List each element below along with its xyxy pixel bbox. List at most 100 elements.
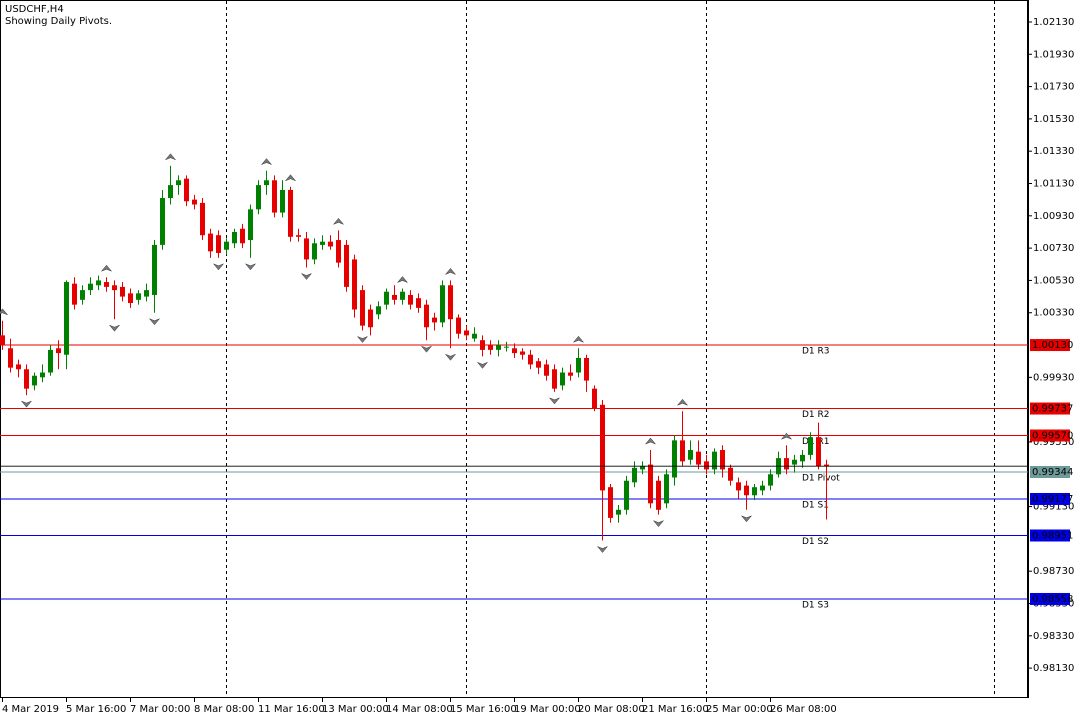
fractal-up	[285, 174, 296, 181]
pivot-name: D1 R3	[802, 347, 830, 357]
fractal-up	[573, 335, 584, 343]
candle-body	[336, 240, 341, 263]
pivot-name: D1 R2	[802, 410, 830, 420]
candle-body	[664, 474, 669, 504]
candle-body	[256, 185, 261, 210]
candle-body	[88, 283, 93, 291]
x-tick-label: 25 Mar 00:00	[706, 704, 773, 715]
pivot-name: D1 R1	[802, 437, 830, 447]
pivot-price-tag	[1030, 492, 1070, 505]
candle-body	[600, 404, 605, 491]
candle-body	[592, 388, 597, 409]
candle-body	[560, 372, 565, 386]
candle-body	[96, 280, 101, 286]
candle-body	[232, 231, 237, 244]
x-tick-label: 4 Mar 2019	[2, 704, 59, 715]
candle-body	[384, 291, 389, 305]
candle-body	[504, 346, 509, 348]
candle-body	[344, 244, 349, 287]
fractal-up	[101, 264, 112, 272]
candle-body	[696, 451, 701, 465]
candle-body	[792, 459, 797, 465]
candle-body	[240, 228, 245, 244]
pivot-name: D1 Pivot	[802, 474, 840, 484]
candle-body	[760, 485, 765, 491]
candle-body	[184, 178, 189, 202]
candle-body	[472, 333, 477, 339]
x-tick-label: 19 Mar 00:00	[514, 704, 581, 715]
candle-body	[680, 440, 685, 462]
candle-body	[392, 294, 397, 300]
fractal-down	[597, 546, 608, 553]
pivot-price-label: 1.00130	[1032, 340, 1073, 351]
candle-body	[672, 440, 677, 478]
candle-body	[80, 290, 85, 300]
candle-body	[808, 437, 813, 455]
candle-body	[728, 467, 733, 481]
candle-body	[8, 348, 13, 368]
fractal-down	[301, 273, 312, 280]
candle-body	[536, 361, 541, 368]
x-tick-label: 11 Mar 16:00	[258, 704, 325, 715]
chart-title: USDCHF,H4	[5, 4, 64, 15]
candle-body	[312, 243, 317, 260]
candle-body	[432, 317, 437, 323]
fractal-down	[149, 318, 160, 326]
y-tick-label: 1.00730	[1033, 243, 1074, 254]
fractal-down	[245, 263, 256, 271]
y-tick-label: 1.00330	[1033, 308, 1074, 319]
pivot-price-tag	[1030, 466, 1070, 479]
candle-body	[24, 369, 29, 389]
y-tick-label: 1.01130	[1033, 179, 1074, 190]
fractal-up	[333, 217, 344, 225]
candle-body	[440, 285, 445, 323]
candle-body	[368, 309, 373, 328]
candle-body	[656, 480, 661, 510]
fractal-down	[21, 400, 32, 408]
candle-body	[200, 202, 205, 236]
candle-body	[352, 259, 357, 310]
candle-body	[752, 487, 757, 496]
candle-body	[128, 293, 133, 304]
fractal-down	[653, 520, 664, 528]
candle-body	[712, 451, 717, 470]
pivot-price-label: 0.99344	[1032, 467, 1073, 478]
candle-body	[104, 282, 109, 287]
candle-body	[496, 345, 501, 350]
candle-body	[520, 351, 525, 355]
x-tick-label: 8 Mar 08:00	[194, 704, 254, 715]
chart-subtitle: Showing Daily Pivots.	[5, 16, 112, 27]
candle-body	[408, 294, 413, 305]
candle-body	[112, 285, 117, 291]
candle-body	[768, 474, 773, 486]
candle-body	[528, 354, 533, 365]
pivot-price-label: 0.99570	[1032, 431, 1073, 442]
candle-body	[640, 466, 645, 470]
fractal-up	[645, 437, 656, 445]
candle-body	[704, 461, 709, 470]
candle-body	[0, 335, 5, 346]
candle-body	[320, 241, 325, 245]
y-tick-label: 1.01330	[1033, 146, 1074, 157]
candle-body	[544, 364, 549, 376]
candle-body	[224, 241, 229, 250]
candle-body	[72, 283, 77, 305]
y-tick-label: 1.00530	[1033, 275, 1074, 286]
pivot-price-tag	[1030, 529, 1070, 542]
fractal-up	[261, 158, 272, 165]
candle-body	[304, 238, 309, 260]
candle-body	[208, 233, 213, 252]
candle-body	[48, 349, 53, 373]
fractal-down	[109, 324, 120, 332]
candle-body	[744, 485, 749, 496]
candle-body	[376, 306, 381, 315]
candle-body	[280, 189, 285, 213]
fractal-down	[741, 515, 752, 523]
fractal-up	[0, 308, 8, 316]
fractal-down	[357, 336, 368, 343]
candle-body	[552, 369, 557, 389]
candle-body	[168, 185, 173, 199]
candle-body	[416, 298, 421, 308]
candle-body	[464, 330, 469, 336]
x-tick-label: 26 Mar 08:00	[770, 704, 837, 715]
